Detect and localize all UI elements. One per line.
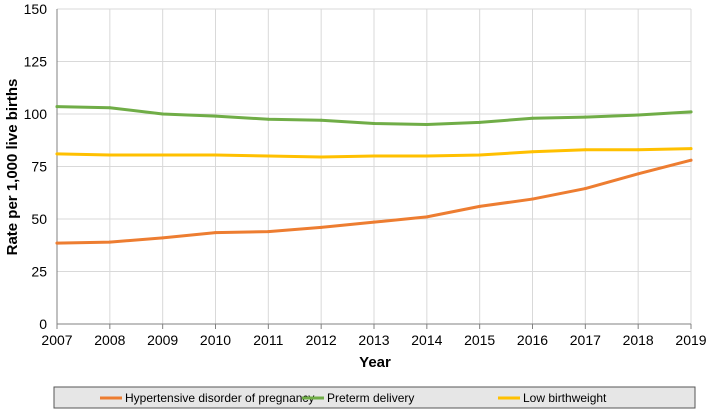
series-2-point [214,153,217,157]
series-layer [55,105,693,245]
series-0-point [531,197,534,201]
y-tick-label: 100 [24,106,48,122]
legend-label: Low birthweight [523,391,607,405]
series-1-point [689,110,693,114]
series-1-point [636,113,640,117]
axis-layer: 0 25 50 75 100 125 150 2007 2008 2009 2010 2011 2012… [24,1,707,348]
series-1-point [55,105,59,109]
series-2-point [583,148,587,152]
x-tick-label: 2012 [306,332,337,348]
series-1-point [425,123,429,126]
series-0-point [266,230,270,234]
series-1-point [161,112,165,116]
legend-label: Preterm delivery [327,391,414,405]
series-2-point [689,147,693,151]
series-0-point [108,240,112,244]
series-1-point [372,121,376,125]
series-2-point [319,155,323,159]
series-2-point [372,154,376,158]
x-tick-label: 2018 [623,332,654,348]
y-tick-label: 50 [31,211,47,227]
y-tick-label: 150 [24,1,48,17]
series-0-point [214,231,217,235]
series-1-point [583,115,587,119]
y-tick-label: 125 [24,54,48,70]
series-1-point [319,118,323,122]
series-0-point [636,172,640,176]
grid-layer [56,8,692,324]
series-1-point [531,116,534,120]
series-0-point [689,158,693,162]
x-tick-label: 2014 [411,332,442,348]
series-1-point [266,117,270,121]
legend-box [53,386,696,409]
x-tick-label: 2019 [675,332,706,348]
y-tick-label: 75 [31,159,47,175]
series-1-point [478,120,482,124]
x-tick-label: 2009 [147,332,178,348]
series-0-point [478,204,482,208]
series-1-point [214,114,217,118]
x-tick-label: 2007 [41,332,72,348]
series-2-point [108,153,112,157]
series-0-point [161,236,165,240]
series-1-point [108,106,112,110]
series-2-point [636,148,640,152]
series-2-point [478,153,482,157]
x-tick-label: 2017 [570,332,601,348]
series-0-point [55,241,59,245]
legend-label: Hypertensive disorder of pregnancy [125,391,314,405]
series-2-point [531,150,534,154]
x-tick-label: 2008 [94,332,125,348]
series-2-point [161,153,165,157]
series-2-point [266,154,270,158]
y-tick-label: 25 [31,264,47,280]
y-axis-title: Rate per 1,000 live births [4,79,21,256]
series-0-point [372,220,376,224]
y-tick-label: 0 [39,316,47,332]
series-2-point [425,154,429,158]
x-tick-label: 2011 [253,332,283,348]
series-0-point [319,225,323,229]
x-tick-label: 2015 [464,332,495,348]
x-axis-title: Year [359,354,391,371]
x-tick-label: 2016 [517,332,548,348]
series-0-point [425,215,429,219]
legend: Hypertensive disorder of pregnancy Preter… [53,386,696,409]
x-tick-label: 2010 [200,332,231,348]
x-tick-label: 2013 [358,332,389,348]
series-0-point [583,187,587,191]
series-2-point [55,152,59,156]
